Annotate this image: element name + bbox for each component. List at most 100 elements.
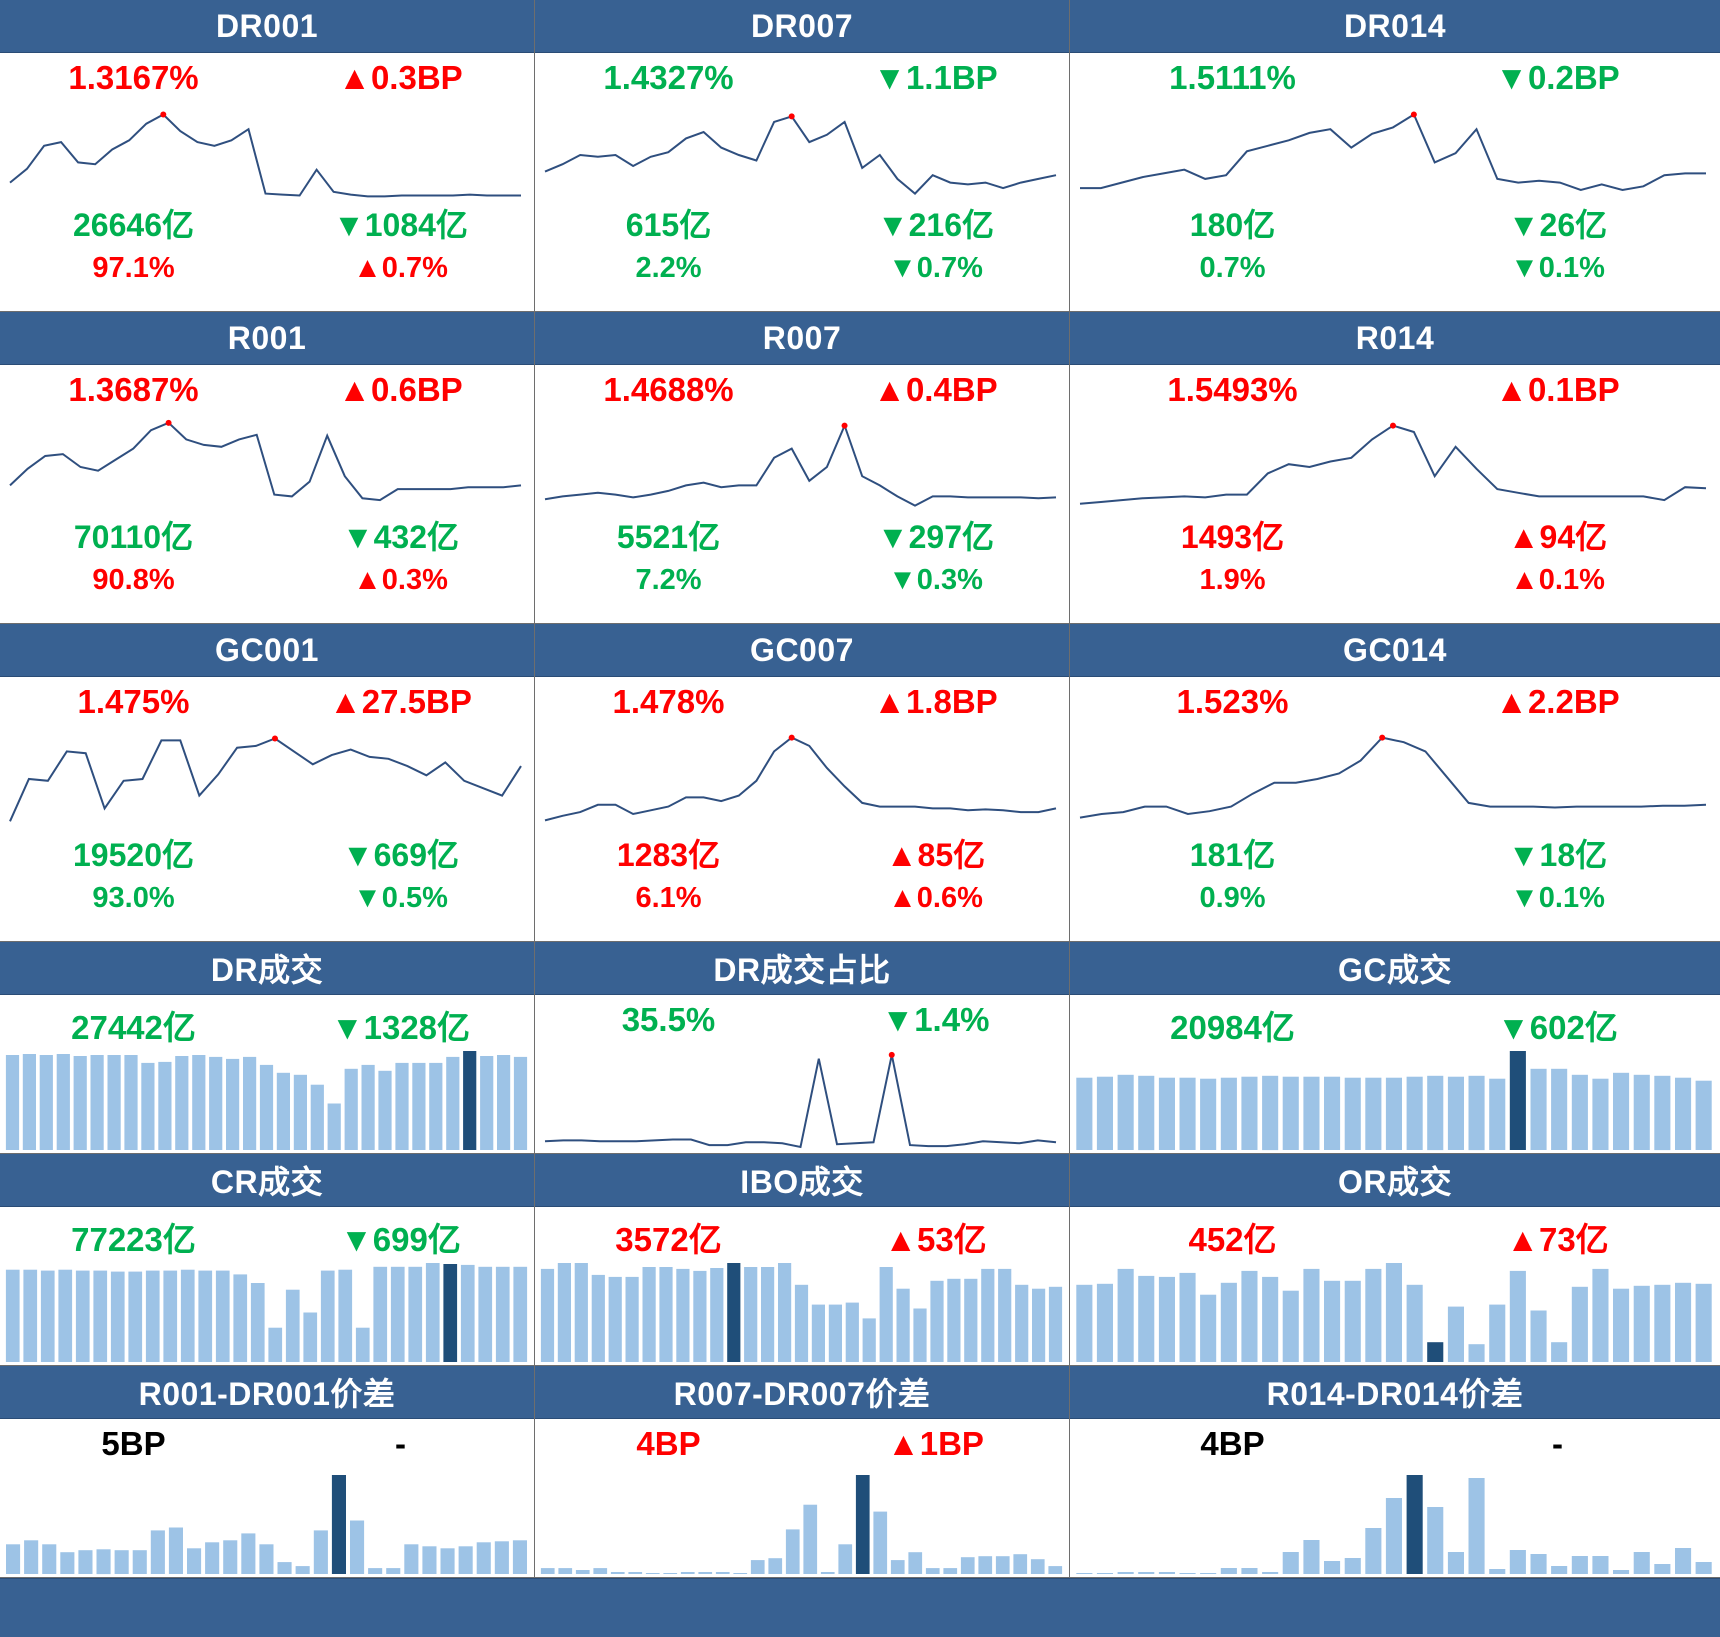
bar	[1179, 1573, 1196, 1574]
bar	[1551, 1068, 1568, 1150]
share-row: 90.8% ▲0.3%	[0, 564, 534, 597]
panel-body: 1.3167% ▲0.3BP 26646亿 ▼1084亿 97.1% ▲0.7%	[0, 53, 534, 311]
bar	[1262, 1075, 1279, 1151]
bar	[233, 1274, 248, 1362]
bar	[1406, 1076, 1423, 1150]
volume-row: 180亿 ▼26亿	[1070, 200, 1720, 246]
bar	[285, 1289, 300, 1362]
bar	[642, 1267, 656, 1362]
volume-change: ▼432亿	[341, 519, 460, 555]
panel-title: DR014	[1070, 0, 1720, 53]
metric-value: 4BP	[1200, 1425, 1265, 1462]
footer-bar	[0, 1578, 1720, 1637]
panel-gc001: GC001 1.475% ▲27.5BP 19520亿 ▼669亿 93.0% ▼0.5%	[0, 624, 535, 942]
bar	[107, 1055, 121, 1150]
panel-spread1: R001-DR001价差 5BP -	[0, 1366, 535, 1578]
bar	[1262, 1572, 1279, 1574]
share-change: ▲0.3%	[353, 564, 448, 596]
bar	[350, 1520, 365, 1574]
bar	[93, 1270, 108, 1362]
rate-value: 1.523%	[1176, 683, 1289, 720]
rate-change: ▲1.8BP	[873, 683, 998, 720]
panel-r007: R007 1.4688% ▲0.4BP 5521亿 ▼297亿 7.2% ▼0.3%	[535, 312, 1070, 624]
bar	[1385, 1263, 1402, 1362]
peak-point	[160, 111, 167, 118]
bar	[1695, 1080, 1712, 1150]
metric-change: ▲53亿	[884, 1221, 987, 1258]
bar	[277, 1562, 292, 1574]
volume-value: 181亿	[1189, 837, 1276, 873]
bar	[693, 1270, 707, 1362]
bar	[1365, 1528, 1382, 1574]
share-change: ▼0.7%	[888, 252, 983, 284]
rate-value: 1.4688%	[603, 371, 734, 408]
panel-ibo_vol: IBO成交 3572亿 ▲53亿	[535, 1154, 1070, 1366]
bar	[1468, 1478, 1485, 1574]
bar	[750, 1560, 765, 1574]
bar	[1675, 1077, 1692, 1150]
bar	[1551, 1342, 1568, 1362]
bar	[1633, 1552, 1650, 1574]
bar-chart	[540, 1475, 1063, 1574]
bar	[1530, 1554, 1547, 1574]
share-change: ▼0.3%	[888, 564, 983, 596]
volume-value: 5521亿	[616, 519, 721, 555]
bar	[913, 1308, 927, 1362]
rate-change: ▲0.1BP	[1495, 371, 1620, 408]
volume-value: 1493亿	[1180, 519, 1285, 555]
bar	[1324, 1561, 1341, 1574]
bar-chart	[6, 1475, 527, 1575]
bar	[1613, 1570, 1630, 1574]
share-change: ▼0.5%	[353, 882, 448, 914]
rate-row: 1.475% ▲27.5BP	[0, 683, 534, 721]
bar	[145, 1270, 160, 1362]
bar	[663, 1573, 678, 1574]
panel-r001: R001 1.3687% ▲0.6BP 70110亿 ▼432亿 90.8% ▲0.3%	[0, 312, 535, 624]
bar	[890, 1560, 905, 1574]
bar	[75, 1270, 90, 1362]
bar	[1468, 1344, 1485, 1362]
volume-row: 26646亿 ▼1084亿	[0, 200, 534, 246]
volume-value: 180亿	[1189, 207, 1276, 243]
panel-dr_share: DR成交占比 35.5% ▼1.4%	[535, 942, 1070, 1154]
bar	[163, 1270, 178, 1362]
bar	[192, 1055, 206, 1150]
bar	[1571, 1074, 1588, 1150]
bar	[205, 1542, 220, 1574]
rate-value: 1.5111%	[1169, 59, 1296, 96]
sparkline-chart	[9, 419, 522, 502]
bar	[378, 1070, 392, 1150]
panel-body: 4BP ▲1BP	[535, 1419, 1069, 1577]
panel-body: 1.475% ▲27.5BP 19520亿 ▼669亿 93.0% ▼0.5%	[0, 677, 534, 941]
metric-row: 5BP -	[0, 1425, 534, 1463]
bar	[198, 1270, 213, 1362]
bar	[964, 1278, 978, 1362]
peak-point	[1390, 422, 1396, 429]
bar	[478, 1266, 493, 1362]
panel-title: GC014	[1070, 624, 1720, 677]
metric-row: 35.5% ▼1.4%	[535, 1001, 1069, 1039]
bar	[124, 1055, 138, 1150]
bar	[476, 1542, 491, 1574]
bar	[785, 1529, 800, 1574]
bar	[1076, 1573, 1093, 1574]
bar	[512, 1540, 527, 1574]
panel-body: 1.4688% ▲0.4BP 5521亿 ▼297亿 7.2% ▼0.3%	[535, 365, 1069, 623]
volume-change: ▼18亿	[1507, 837, 1608, 873]
rate-value: 1.478%	[612, 683, 725, 720]
bar	[1489, 1304, 1506, 1362]
bar	[1076, 1077, 1093, 1150]
metric-row: 452亿 ▲73亿	[1070, 1213, 1720, 1261]
bar	[58, 1269, 73, 1362]
bar	[1282, 1076, 1299, 1150]
bar	[293, 1074, 307, 1150]
bar	[158, 1061, 172, 1150]
bar	[794, 1284, 809, 1362]
bar	[1096, 1283, 1113, 1362]
series-line	[1079, 424, 1707, 505]
bar	[1324, 1280, 1341, 1362]
bar	[1385, 1077, 1402, 1150]
rate-row: 1.5111% ▼0.2BP	[1070, 59, 1720, 97]
peak-point	[788, 113, 795, 120]
